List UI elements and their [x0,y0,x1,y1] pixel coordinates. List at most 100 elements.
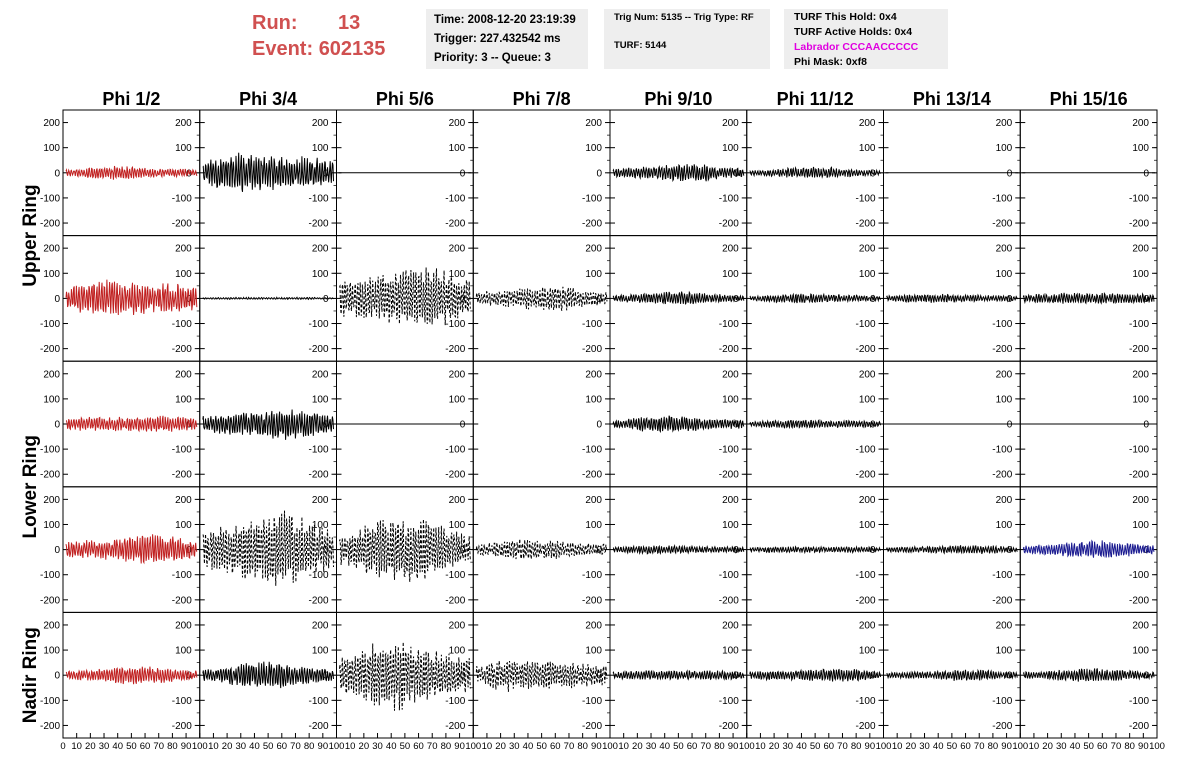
y-tick-label: -100 [582,319,602,330]
x-tick-label: 90 [181,741,192,752]
y-tick-label: 0 [54,168,60,179]
x-tick-label: 50 [126,741,137,752]
x-tick-label: 10 [892,741,903,752]
y-tick-label: -200 [172,344,192,355]
turf-active-text: TURF Active Holds: 0x4 [794,26,913,38]
y-tick-label: 200 [175,620,192,631]
x-tick-label: 20 [85,741,96,752]
waveform-trace [749,545,881,555]
x-tick-label: 100 [602,741,618,752]
y-tick-label: -200 [992,219,1012,230]
y-tick-label: 200 [312,118,329,129]
y-tick-label: 200 [312,620,329,631]
run-event-box: Run: 13 Event: 602135 [252,10,385,62]
y-tick-label: 100 [996,394,1013,405]
y-tick-label: -200 [308,470,328,481]
x-tick-label: 10 [208,741,219,752]
y-tick-label: 0 [460,545,466,556]
x-tick-label: 90 [728,741,739,752]
waveform-trace [612,163,745,183]
y-tick-label: -100 [719,696,739,707]
y-tick-label: 200 [722,118,739,129]
y-tick-label: -200 [582,595,602,606]
y-tick-label: 0 [460,168,466,179]
y-tick-label: -100 [308,193,328,204]
y-tick-label: 100 [43,646,60,657]
y-tick-label: -200 [1129,344,1149,355]
y-tick-label: -100 [1129,319,1149,330]
x-tick-label: 40 [659,741,670,752]
y-tick-label: 100 [996,646,1013,657]
x-tick-label: 50 [1083,741,1094,752]
y-tick-label: -200 [719,344,739,355]
y-tick-label: 200 [585,369,602,380]
waveform-trace [65,415,198,433]
event-label: Event: [252,38,314,60]
x-tick-label: 30 [99,741,110,752]
event-value: 602135 [318,38,386,60]
x-tick-label: 30 [1056,741,1067,752]
y-tick-label: 200 [43,118,60,129]
y-tick-label: 200 [722,369,739,380]
y-tick-label: -100 [172,319,192,330]
x-tick-label: 90 [454,741,465,752]
y-tick-label: 200 [43,369,60,380]
y-tick-label: 200 [449,244,466,255]
y-tick-label: -100 [719,570,739,581]
y-tick-label: 0 [596,420,602,431]
waveform-trace [475,286,608,311]
y-tick-label: 200 [996,495,1013,506]
y-tick-label: -200 [855,344,875,355]
y-tick-label: 100 [1132,394,1149,405]
y-tick-label: -100 [445,570,465,581]
y-tick-label: 100 [312,646,329,657]
x-tick-label: 60 [687,741,698,752]
labrador-text: Labrador CCCAACCCCC [794,41,919,53]
x-tick-label: 60 [277,741,288,752]
x-tick-label: 30 [372,741,383,752]
y-tick-label: 0 [1143,168,1149,179]
x-tick-label: 80 [851,741,862,752]
x-tick-label: 40 [796,741,807,752]
y-tick-label: 100 [449,143,466,154]
y-tick-label: 200 [175,495,192,506]
y-tick-label: -200 [992,344,1012,355]
y-tick-label: -200 [582,470,602,481]
y-tick-label: -200 [855,721,875,732]
y-tick-label: 100 [43,143,60,154]
x-tick-label: 70 [427,741,438,752]
x-tick-label: 70 [1111,741,1122,752]
y-tick-label: 100 [449,269,466,280]
x-tick-label: 80 [714,741,725,752]
y-tick-label: -200 [992,470,1012,481]
x-tick-label: 10 [1029,741,1040,752]
waveform-trace [202,296,334,301]
y-tick-label: 0 [186,545,192,556]
y-tick-label: -200 [172,721,192,732]
y-tick-label: 100 [859,394,876,405]
y-tick-label: -200 [40,721,60,732]
y-tick-label: -100 [172,445,192,456]
y-tick-label: -200 [855,595,875,606]
x-tick-label: 20 [632,741,643,752]
x-tick-label: 40 [249,741,260,752]
y-tick-label: 200 [43,495,60,506]
y-tick-label: 200 [722,495,739,506]
waveform-trace [202,661,334,689]
y-tick-label: 200 [1132,620,1149,631]
y-tick-label: -200 [992,721,1012,732]
x-tick-label: 50 [810,741,821,752]
x-tick-label: 60 [960,741,971,752]
y-tick-label: 0 [460,671,466,682]
ring-label: Nadir Ring [20,627,41,723]
y-tick-label: -200 [719,219,739,230]
ring-label: Upper Ring [20,184,41,286]
y-tick-label: -100 [172,696,192,707]
y-tick-label: 200 [312,244,329,255]
y-tick-label: 100 [585,269,602,280]
y-tick-label: -200 [855,470,875,481]
waveform-trace [202,152,334,192]
x-tick-label: 30 [782,741,793,752]
y-tick-label: 100 [1132,520,1149,531]
